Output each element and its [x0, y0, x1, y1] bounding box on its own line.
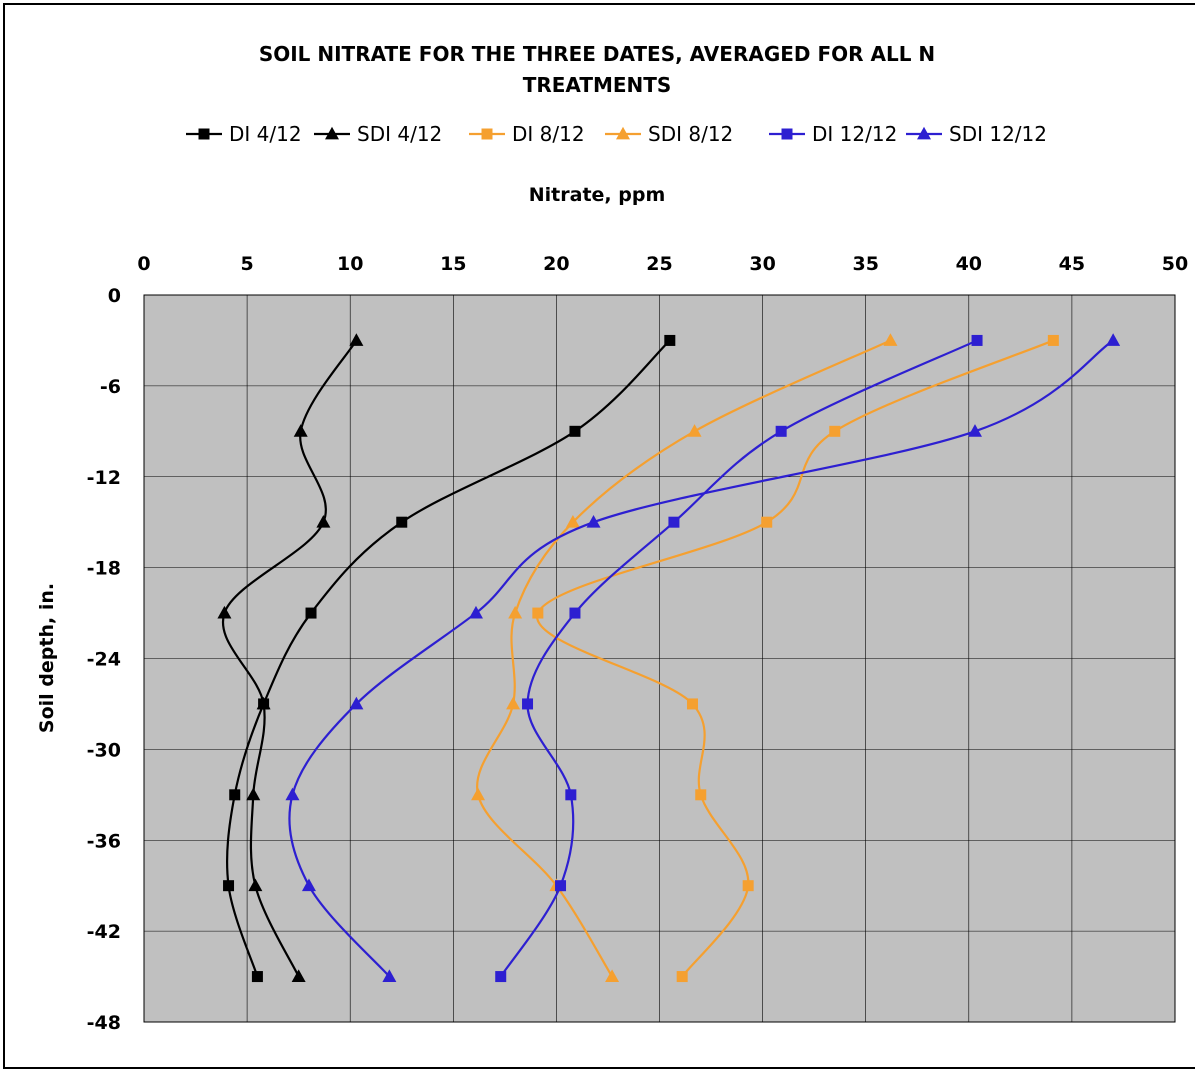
data-point-sdi-12-12 [967, 424, 982, 437]
data-point-sdi-12-12 [586, 514, 601, 528]
x-tick-label: 5 [240, 253, 253, 275]
y-tick-label: -24 [87, 649, 121, 671]
data-point-di-8-12 [742, 880, 754, 892]
data-point-sdi-4-12 [291, 969, 306, 982]
data-point-sdi-4-12 [217, 605, 232, 619]
legend-item-sdi-12-12: SDI 12/12 [906, 122, 1047, 146]
series-di-8-12 [532, 334, 1059, 983]
series-di-12-12 [495, 334, 983, 983]
data-point-di-12-12 [971, 334, 983, 346]
series-line-sdi-4-12 [221, 339, 358, 978]
y-tick-label: -6 [100, 376, 121, 398]
legend-marker [917, 126, 931, 140]
data-point-sdi-4-12 [256, 696, 271, 710]
legend-marker [616, 126, 630, 140]
data-point-di-8-12 [829, 425, 841, 437]
data-point-sdi-12-12 [382, 969, 397, 982]
series-di-4-12 [223, 334, 676, 983]
data-point-sdi-12-12 [349, 696, 364, 710]
legend-marker [325, 126, 339, 140]
data-point-di-12-12 [668, 516, 680, 528]
data-point-sdi-12-12 [1106, 333, 1121, 346]
data-point-sdi-12-12 [468, 605, 483, 619]
y-tick-label: -30 [87, 739, 121, 761]
legend-label: DI 12/12 [812, 122, 897, 146]
y-tick-label: -42 [87, 921, 121, 943]
data-point-di-4-12 [569, 425, 581, 437]
legend-marker [198, 128, 210, 140]
data-point-di-4-12 [305, 607, 317, 619]
data-point-sdi-4-12 [246, 787, 261, 801]
legend-label: SDI 8/12 [648, 122, 733, 146]
series-sdi-4-12 [217, 333, 364, 982]
data-point-di-12-12 [775, 425, 787, 437]
x-tick-label: 50 [1162, 253, 1188, 275]
data-point-di-4-12 [223, 880, 235, 892]
data-point-di-12-12 [555, 880, 567, 892]
y-tick-label: 0 [108, 285, 121, 307]
x-tick-label: 40 [956, 253, 982, 275]
legend-label: DI 4/12 [229, 122, 302, 146]
legend-label: DI 8/12 [512, 122, 585, 146]
x-tick-label: 10 [337, 253, 363, 275]
data-point-di-8-12 [676, 971, 688, 983]
legend-label: SDI 12/12 [949, 122, 1047, 146]
data-point-sdi-8-12 [508, 605, 523, 619]
data-point-di-8-12 [1047, 334, 1059, 346]
data-point-di-8-12 [686, 698, 698, 710]
y-tick-label: -12 [87, 467, 121, 489]
data-point-sdi-8-12 [471, 787, 486, 801]
series-line-di-4-12 [226, 339, 671, 977]
y-tick-label: -18 [87, 558, 121, 580]
legend-item-sdi-8-12: SDI 8/12 [605, 122, 733, 146]
data-point-sdi-8-12 [687, 424, 702, 437]
x-tick-label: 0 [137, 253, 150, 275]
data-point-di-12-12 [495, 971, 507, 983]
x-tick-label: 25 [646, 253, 672, 275]
data-point-sdi-4-12 [349, 333, 364, 346]
data-point-sdi-8-12 [883, 333, 898, 346]
legend: DI 4/12 SDI 4/12 DI 8/12 SDI 8/12 DI 12/12 SD… [186, 122, 1047, 146]
plot-area: 0 5 10 15 20 25 30 35 40 45 50 0 -6 -12 -18 -24 -30 -36 -4… [87, 253, 1189, 1034]
data-point-sdi-12-12 [301, 878, 316, 892]
series-sdi-12-12 [285, 333, 1121, 982]
x-tick-label: 20 [543, 253, 569, 275]
data-point-di-4-12 [664, 334, 676, 346]
legend-item-di-4-12: DI 4/12 [186, 122, 302, 146]
x-tick-label: 15 [440, 253, 466, 275]
data-point-di-8-12 [532, 607, 544, 619]
data-point-di-4-12 [229, 789, 241, 801]
x-tick-label: 45 [1059, 253, 1085, 275]
data-point-di-8-12 [695, 789, 707, 801]
data-point-di-4-12 [251, 971, 263, 983]
legend-item-di-12-12: DI 12/12 [769, 122, 897, 146]
data-point-di-4-12 [396, 516, 408, 528]
legend-label: SDI 4/12 [357, 122, 442, 146]
data-point-di-8-12 [761, 516, 773, 528]
chart-title-line-1: SOIL NITRATE FOR THE THREE DATES, AVERAG… [259, 42, 935, 66]
legend-marker [481, 128, 493, 140]
y-axis-title: Soil depth, in. [36, 583, 58, 733]
data-point-sdi-4-12 [293, 424, 308, 437]
chart-title-line-2: TREATMENTS [523, 73, 672, 97]
data-point-sdi-4-12 [316, 514, 331, 528]
x-tick-label: 30 [749, 253, 775, 275]
data-point-di-12-12 [569, 607, 581, 619]
legend-marker [781, 128, 793, 140]
data-point-sdi-8-12 [506, 696, 521, 710]
y-tick-label: -36 [87, 830, 121, 852]
data-point-di-12-12 [565, 789, 577, 801]
data-point-di-12-12 [522, 698, 534, 710]
data-point-sdi-8-12 [605, 969, 620, 982]
legend-item-di-8-12: DI 8/12 [469, 122, 585, 146]
x-axis-title: Nitrate, ppm [529, 184, 666, 206]
data-point-sdi-8-12 [565, 514, 580, 528]
data-point-sdi-4-12 [248, 878, 263, 892]
y-tick-label: -48 [87, 1012, 121, 1034]
x-tick-label: 35 [852, 253, 878, 275]
legend-item-sdi-4-12: SDI 4/12 [314, 122, 442, 146]
data-point-sdi-12-12 [285, 787, 300, 801]
